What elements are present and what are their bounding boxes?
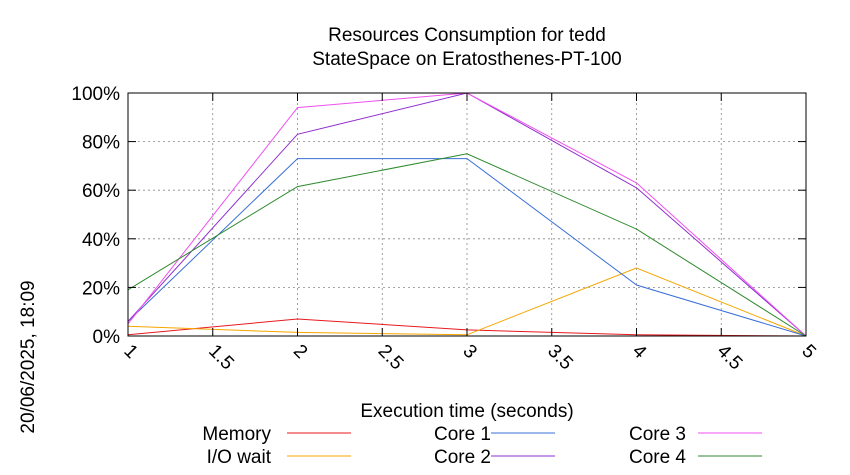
axes: 0% 20% 40% 60% 80% 100% 1 1.5 2 2.5 3 3.5 4 4.5 5: [71, 84, 819, 374]
x-tick-label: 4.5: [713, 341, 747, 375]
series-line-core-4: [127, 153, 807, 337]
y-tick-label: 40%: [82, 230, 120, 251]
x-tick-label: 4: [628, 341, 651, 364]
legend-label-i-o-wait: I/O wait: [207, 447, 272, 468]
x-tick-label: 3: [458, 341, 480, 363]
x-tick-label: 2: [289, 341, 311, 363]
legend-label-core-4: Core 4: [629, 447, 686, 468]
legend-label-core-3: Core 3: [629, 424, 686, 445]
y-tick-label: 0%: [93, 327, 121, 348]
y-tick-label: 80%: [82, 133, 120, 154]
x-axis-label: Execution time (seconds): [360, 401, 573, 422]
series-line-core-1: [127, 158, 807, 337]
legend-label-core-2: Core 2: [434, 447, 491, 468]
y-tick-label: 60%: [82, 181, 120, 202]
x-tick-label: 2.5: [374, 341, 408, 375]
legend-label-core-1: Core 1: [434, 424, 491, 445]
x-tick-label: 3.5: [543, 341, 577, 375]
chart-title: Resources Consumption for tedd: [328, 25, 606, 46]
chart-subtitle: StateSpace on Eratosthenes-PT-100: [312, 49, 621, 70]
legend-label-memory: Memory: [202, 424, 271, 445]
y-tick-label: 100%: [71, 84, 120, 105]
x-tick-label: 5: [797, 341, 819, 363]
timestamp-label: 20/06/2025, 18:09: [18, 280, 39, 433]
grid: [128, 93, 806, 336]
y-tick-label: 20%: [82, 278, 120, 299]
x-tick-label: 1.5: [204, 341, 238, 375]
x-tick-label: 1: [119, 341, 141, 363]
